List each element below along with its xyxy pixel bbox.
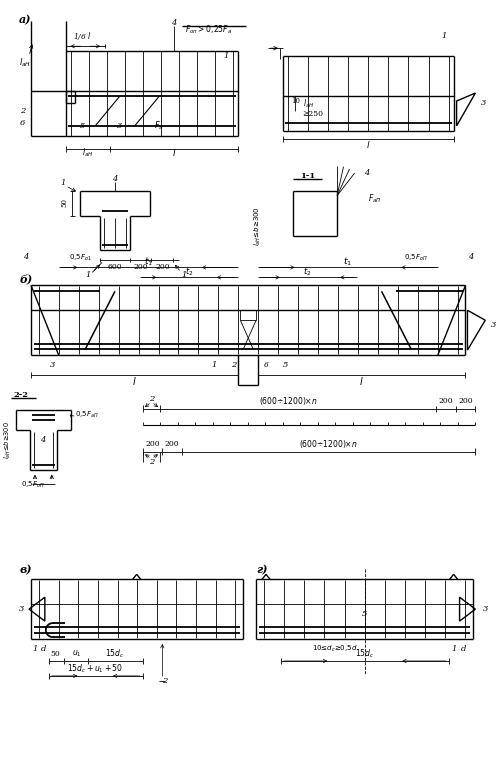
- Text: $l_{аН}$: $l_{аН}$: [303, 98, 314, 110]
- Text: 5: 5: [283, 361, 288, 369]
- Text: 1: 1: [181, 271, 187, 280]
- Text: $0{,}5F_{оП}$: $0{,}5F_{оП}$: [404, 252, 428, 262]
- Text: $F_{аП}$: $F_{аП}$: [368, 192, 381, 205]
- Text: 4: 4: [364, 169, 369, 177]
- Text: 4: 4: [468, 253, 473, 261]
- Text: $0{,}5F_{оП}$: $0{,}5F_{оП}$: [21, 480, 45, 489]
- Text: 2: 2: [149, 458, 154, 466]
- Text: 6: 6: [263, 361, 268, 369]
- Text: 2: 2: [20, 107, 25, 115]
- Polygon shape: [460, 597, 475, 621]
- Text: 1: 1: [211, 361, 216, 369]
- Text: 1: 1: [85, 271, 91, 280]
- Text: 10: 10: [291, 97, 300, 105]
- Text: $10≤d_c≥0{,}5d$: $10≤d_c≥0{,}5d$: [312, 644, 358, 654]
- Text: 200: 200: [155, 264, 169, 271]
- Text: $l_{аН}≤b≥300$: $l_{аН}≤b≥300$: [3, 421, 13, 459]
- Text: 2: 2: [149, 395, 154, 403]
- Text: d: d: [41, 645, 47, 653]
- Text: 3: 3: [117, 122, 123, 130]
- Text: 1/6 $l$: 1/6 $l$: [73, 30, 92, 43]
- Text: 600: 600: [108, 264, 122, 271]
- Text: 1: 1: [32, 645, 38, 653]
- Text: 5: 5: [80, 122, 85, 130]
- Text: 4: 4: [23, 253, 29, 261]
- Text: 200: 200: [133, 264, 148, 271]
- Text: 4: 4: [40, 435, 46, 444]
- Text: $(600÷1200)×n$: $(600÷1200)×n$: [299, 438, 357, 450]
- Text: 2: 2: [162, 677, 167, 685]
- Text: 3: 3: [483, 605, 488, 613]
- Text: $F_{оп}>0{,}25F_а$: $F_{оп}>0{,}25F_а$: [185, 23, 232, 36]
- Text: 6: 6: [20, 119, 25, 127]
- Text: $t_2$: $t_2$: [303, 265, 312, 277]
- Text: 2-2: 2-2: [13, 391, 28, 399]
- Text: $l$: $l$: [359, 375, 364, 387]
- Text: $t_1$: $t_1$: [144, 255, 153, 268]
- Text: $l$: $l$: [365, 139, 370, 150]
- Text: 50: 50: [61, 198, 69, 207]
- Text: 1: 1: [451, 645, 456, 653]
- Text: $u_1$: $u_1$: [72, 649, 82, 659]
- Text: 1: 1: [224, 52, 229, 60]
- Text: 200: 200: [145, 440, 160, 448]
- Text: $t_1$: $t_1$: [343, 255, 352, 268]
- Text: $0{,}5F_{аП}$: $0{,}5F_{аП}$: [76, 410, 99, 420]
- Text: в): в): [19, 564, 32, 575]
- Polygon shape: [29, 597, 45, 621]
- Text: $15d_c$: $15d_c$: [355, 648, 374, 660]
- Text: $15d_c+u_1+50$: $15d_c+u_1+50$: [67, 663, 123, 675]
- Text: 2: 2: [231, 361, 236, 369]
- Text: 3: 3: [50, 361, 56, 369]
- Text: $(600÷1200)×n$: $(600÷1200)×n$: [259, 395, 318, 407]
- Text: 4: 4: [171, 19, 177, 27]
- Text: $l_{аН}$: $l_{аН}$: [19, 57, 31, 69]
- Text: 3: 3: [491, 321, 496, 329]
- Text: 5: 5: [362, 610, 367, 618]
- Text: $l$: $l$: [172, 147, 176, 158]
- Text: г): г): [256, 564, 268, 575]
- Text: $l$: $l$: [132, 375, 137, 387]
- Text: 4: 4: [112, 175, 118, 182]
- Text: $0{,}5F_{о1}$: $0{,}5F_{о1}$: [69, 252, 91, 262]
- Text: 50: 50: [51, 650, 61, 658]
- Text: 200: 200: [458, 397, 473, 405]
- Text: б): б): [19, 273, 32, 284]
- Text: $l_{аН}$: $l_{аН}$: [82, 147, 93, 159]
- Text: 3: 3: [18, 605, 24, 613]
- Text: 1: 1: [60, 179, 65, 187]
- Text: 3: 3: [481, 99, 486, 107]
- Text: d: d: [461, 645, 466, 653]
- Text: 200: 200: [438, 397, 453, 405]
- Text: $l_{аН}≤b≥300$: $l_{аН}≤b≥300$: [253, 206, 263, 245]
- Text: $F_а$: $F_а$: [155, 119, 165, 132]
- Text: 1: 1: [441, 32, 446, 40]
- Text: ≥250: ≥250: [303, 110, 324, 118]
- Text: а): а): [19, 14, 32, 25]
- Text: 200: 200: [165, 440, 179, 448]
- Text: $15d_c$: $15d_c$: [105, 648, 125, 660]
- Text: 1-1: 1-1: [300, 172, 315, 180]
- Text: $t_2$: $t_2$: [185, 265, 193, 277]
